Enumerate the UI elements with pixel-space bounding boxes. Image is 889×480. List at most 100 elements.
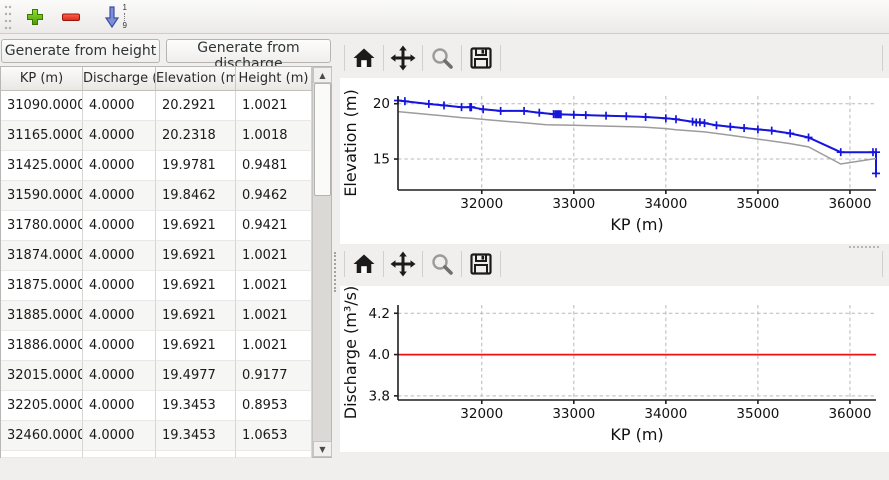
column-header-kp[interactable]: KP (m)	[1, 67, 83, 90]
table-body: 31090.0000 4.0000 20.2921 1.0021 31165.0000 4…	[1, 91, 312, 458]
pan-icon	[390, 251, 416, 277]
table-cell[interactable]: 20.2318	[156, 121, 236, 151]
zoom-button[interactable]	[427, 249, 457, 279]
generate-from-height-button[interactable]: Generate from height	[1, 39, 160, 63]
panel-splitter-handle[interactable]	[334, 252, 336, 292]
remove-row-button[interactable]	[57, 3, 85, 31]
table-row[interactable]: 31590.0000 4.0000 19.8462 0.9462	[1, 181, 312, 211]
sort-descending-icon	[104, 5, 120, 28]
table-cell[interactable]: 0.9481	[236, 151, 312, 181]
home-button[interactable]	[349, 249, 379, 279]
table-cell[interactable]: 1.0021	[236, 91, 312, 121]
table-cell[interactable]: 4.0000	[83, 121, 156, 151]
table-cell[interactable]: 31874.0000	[1, 241, 83, 271]
table-row[interactable]: 32205.0000 4.0000 19.3453 0.8953	[1, 391, 312, 421]
table-row[interactable]: 31875.0000 4.0000 19.6921 1.0021	[1, 271, 312, 301]
table-cell[interactable]	[236, 451, 312, 458]
table-cell[interactable]: 31425.0000	[1, 151, 83, 181]
table-cell[interactable]: 19.6921	[156, 211, 236, 241]
table-cell[interactable]: 1.0021	[236, 331, 312, 361]
table-cell[interactable]: 4.0000	[83, 391, 156, 421]
table-cell[interactable]: 19.3453	[156, 421, 236, 451]
table-cell[interactable]: 1.0653	[236, 421, 312, 451]
table-cell[interactable]: 0.9177	[236, 361, 312, 391]
column-header-elevation[interactable]: Elevation (m)	[156, 67, 236, 90]
y-tick-label: 4.2	[369, 306, 390, 322]
table-cell[interactable]: 31780.0000	[1, 211, 83, 241]
table-cell[interactable]: 31090.0000	[1, 91, 83, 121]
elevation-plot-canvas[interactable]: 32000 33000 34000 35000 36000 15 20 KP (m) Eleva…	[340, 78, 889, 244]
table-cell[interactable]: 32460.0000	[1, 421, 83, 451]
table-cell[interactable]: 4.0000	[83, 91, 156, 121]
table-cell[interactable]: 19.6921	[156, 241, 236, 271]
table-scrollbar[interactable]: ▲ ▼	[312, 67, 332, 457]
table-cell[interactable]: 19.6921	[156, 331, 236, 361]
table-cell[interactable]: 20.2921	[156, 91, 236, 121]
y-tick-label: 3.8	[369, 388, 390, 404]
table-cell[interactable]: 1.0018	[236, 121, 312, 151]
table-row[interactable]	[1, 451, 312, 458]
table-cell[interactable]: 19.8462	[156, 181, 236, 211]
generate-from-discharge-button[interactable]: Generate from discharge	[166, 39, 331, 72]
elevation-plot-toolbar	[340, 38, 889, 78]
pan-button[interactable]	[388, 43, 418, 73]
elevation-chart: 32000 33000 34000 35000 36000 15 20 KP (m) Eleva…	[341, 89, 880, 234]
table-cell[interactable]: 0.9462	[236, 181, 312, 211]
table-row[interactable]: 32460.0000 4.0000 19.3453 1.0653	[1, 421, 312, 451]
toolbar-drag-handle[interactable]	[3, 4, 13, 30]
table-cell[interactable]: 4.0000	[83, 421, 156, 451]
home-button[interactable]	[349, 43, 379, 73]
table-cell[interactable]: 0.8953	[236, 391, 312, 421]
table-cell[interactable]: 19.9781	[156, 151, 236, 181]
table-cell[interactable]: 1.0021	[236, 301, 312, 331]
table-cell[interactable]: 1.0021	[236, 271, 312, 301]
table-cell[interactable]: 4.0000	[83, 271, 156, 301]
table-cell[interactable]: 1.0021	[236, 241, 312, 271]
scroll-down-button[interactable]: ▼	[313, 441, 332, 457]
column-header-height[interactable]: Height (m)	[236, 67, 312, 90]
table-cell[interactable]: 0.9421	[236, 211, 312, 241]
save-button[interactable]	[466, 43, 496, 73]
table-cell[interactable]: 4.0000	[83, 331, 156, 361]
table-cell[interactable]: 31886.0000	[1, 331, 83, 361]
table-cell[interactable]	[156, 451, 236, 458]
table-cell[interactable]: 31590.0000	[1, 181, 83, 211]
table-cell[interactable]	[1, 451, 83, 458]
table-row[interactable]: 31780.0000 4.0000 19.6921 0.9421	[1, 211, 312, 241]
sort-rows-button[interactable]: 1 9	[94, 3, 130, 31]
discharge-plot-canvas[interactable]: 32000 33000 34000 35000 36000 3.8 4.0 4.2 KP (m)…	[340, 286, 889, 452]
scroll-up-button[interactable]: ▲	[313, 67, 332, 83]
table-cell[interactable]: 31875.0000	[1, 271, 83, 301]
table-cell[interactable]: 19.4977	[156, 361, 236, 391]
table-cell[interactable]: 19.6921	[156, 271, 236, 301]
table-row[interactable]: 31090.0000 4.0000 20.2921 1.0021	[1, 91, 312, 121]
scrollbar-thumb[interactable]	[314, 83, 331, 196]
table-cell[interactable]: 32015.0000	[1, 361, 83, 391]
table-row[interactable]: 32015.0000 4.0000 19.4977 0.9177	[1, 361, 312, 391]
table-cell[interactable]: 32205.0000	[1, 391, 83, 421]
table-row[interactable]: 31165.0000 4.0000 20.2318 1.0018	[1, 121, 312, 151]
save-button[interactable]	[466, 249, 496, 279]
y-tick-label: 15	[373, 152, 390, 168]
table-cell[interactable]: 31885.0000	[1, 301, 83, 331]
plots-splitter-handle[interactable]	[849, 246, 879, 248]
table-cell[interactable]: 4.0000	[83, 181, 156, 211]
column-header-discharge[interactable]: Discharge (m³/s)	[83, 67, 156, 90]
table-cell[interactable]: 4.0000	[83, 301, 156, 331]
table-cell[interactable]: 4.0000	[83, 211, 156, 241]
zoom-button[interactable]	[427, 43, 457, 73]
table-row[interactable]: 31885.0000 4.0000 19.6921 1.0021	[1, 301, 312, 331]
table-cell[interactable]: 4.0000	[83, 241, 156, 271]
add-row-button[interactable]	[21, 3, 49, 31]
table-cell[interactable]	[83, 451, 156, 458]
table-row[interactable]: 31874.0000 4.0000 19.6921 1.0021	[1, 241, 312, 271]
table-cell[interactable]: 19.3453	[156, 391, 236, 421]
table-row[interactable]: 31425.0000 4.0000 19.9781 0.9481	[1, 151, 312, 181]
table-cell[interactable]: 31165.0000	[1, 121, 83, 151]
table-cell[interactable]: 19.6921	[156, 301, 236, 331]
table-cell[interactable]: 4.0000	[83, 361, 156, 391]
table-row[interactable]: 31886.0000 4.0000 19.6921 1.0021	[1, 331, 312, 361]
x-tick-label: 35000	[736, 196, 779, 212]
table-cell[interactable]: 4.0000	[83, 151, 156, 181]
pan-button[interactable]	[388, 249, 418, 279]
